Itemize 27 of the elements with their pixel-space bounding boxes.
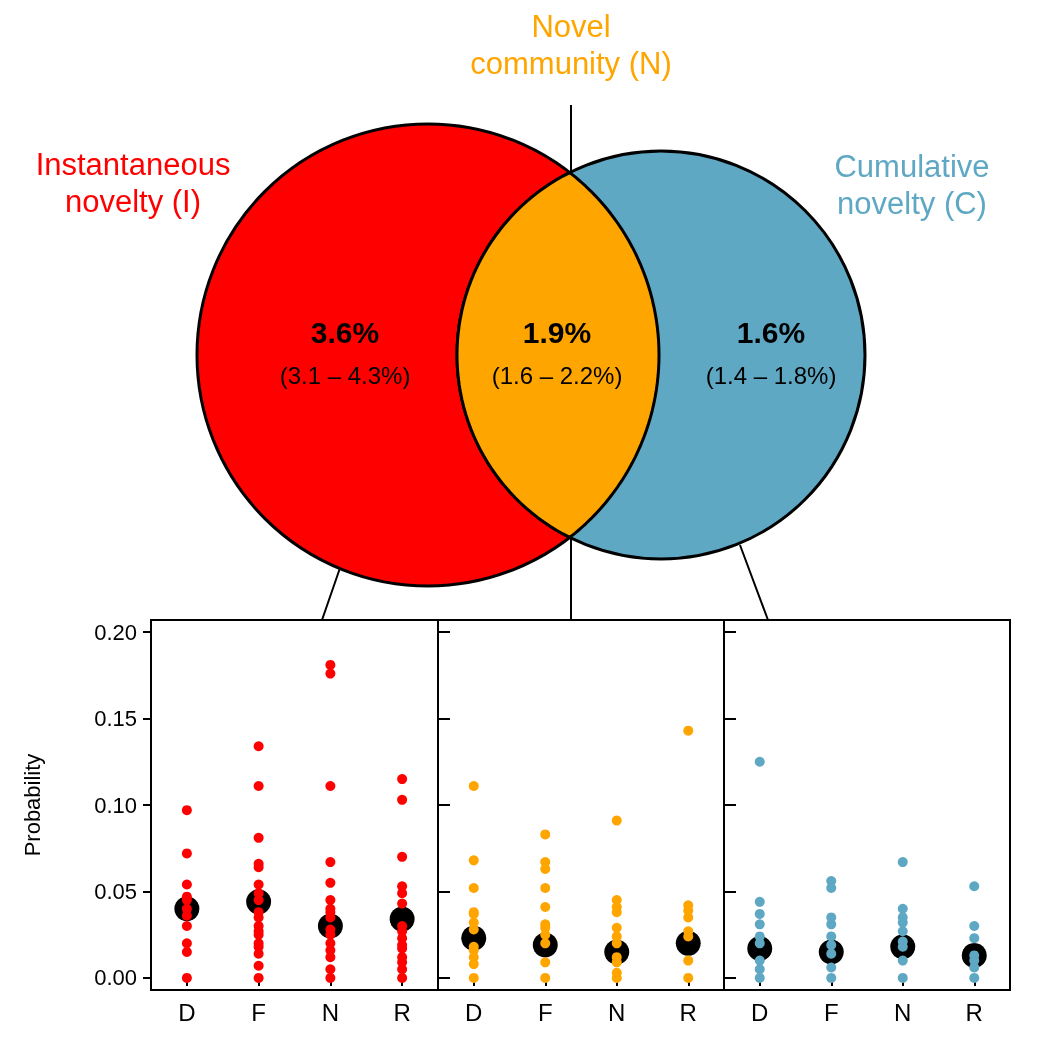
category-label: Cumulative novelty (C) [834,149,990,221]
y-axis-title: Probability [19,753,45,857]
x-tick-label: R [679,998,697,1026]
text: 1.6% [736,315,806,349]
text: (1.4 – 1.8%) [705,361,837,389]
x-tick-label: N [608,998,626,1026]
y-tick-label: 0.10 [94,792,137,818]
x-tick-label: R [965,998,983,1026]
text: (1.6 – 2.2%) [491,361,623,389]
x-tick-label: D [751,998,769,1026]
y-tick-label: 0.15 [94,706,137,732]
category-label: Instantaneous novelty (I) [35,147,231,219]
y-tick-label: 0.20 [94,619,137,645]
category-label: Novel community (N) [470,9,672,81]
text: 3.6% [310,315,380,349]
x-tick-label: F [251,998,266,1026]
x-tick-label: D [178,998,196,1026]
x-tick-label: N [321,998,340,1026]
x-tick-label: R [393,998,411,1026]
x-tick-label: F [537,998,553,1026]
text: 1.9% [522,315,592,349]
x-tick-label: N [894,998,912,1026]
y-tick-label: 0.00 [94,965,137,991]
x-tick-label: F [823,998,839,1026]
y-tick-label: 0.05 [94,878,137,904]
x-tick-label: D [465,998,483,1026]
text: (3.1 – 4.3%) [279,361,411,389]
